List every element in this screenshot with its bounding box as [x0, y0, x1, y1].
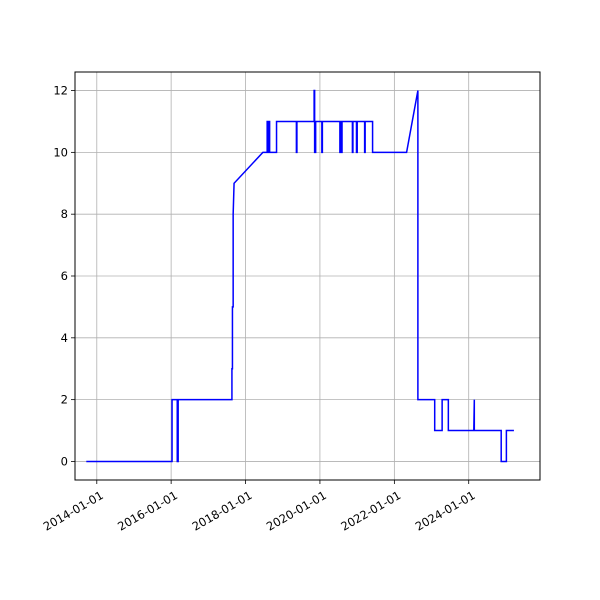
- series-layer: [86, 89, 514, 463]
- x-tick-label: 2024-01-01: [413, 488, 478, 534]
- x-tick-label: 2016-01-01: [115, 488, 180, 534]
- y-tick-label: 8: [61, 207, 68, 221]
- y-tick-label: 12: [53, 84, 68, 98]
- grid: [75, 72, 540, 480]
- y-tick-label: 4: [61, 331, 68, 345]
- series-line: [86, 89, 514, 463]
- y-tick-label: 0: [61, 454, 68, 468]
- x-tick-label: 2022-01-01: [338, 488, 403, 534]
- x-tick-label: 2018-01-01: [190, 488, 255, 534]
- y-tick-label: 10: [53, 145, 68, 159]
- y-tick-label: 6: [61, 269, 68, 283]
- y-tick-label: 2: [61, 393, 68, 407]
- x-tick-label: 2014-01-01: [41, 488, 106, 534]
- x-tick-label: 2020-01-01: [264, 488, 329, 534]
